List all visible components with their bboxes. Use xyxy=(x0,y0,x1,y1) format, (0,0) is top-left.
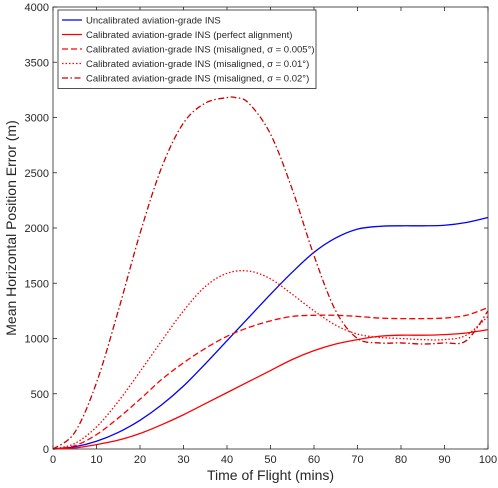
x-tick-label: 30 xyxy=(177,454,189,466)
legend-label-4: Calibrated aviation-grade INS (misaligne… xyxy=(86,59,309,70)
legend-label-1: Uncalibrated aviation-grade INS xyxy=(86,16,221,27)
y-axis-ticks: 0 500 1000 1500 2000 2500 3000 3500 4000 xyxy=(25,2,488,456)
x-tick-label: 50 xyxy=(264,454,276,466)
x-tick-label: 20 xyxy=(134,454,146,466)
y-tick-label: 1500 xyxy=(25,278,49,290)
x-axis-title: Time of Flight (mins) xyxy=(207,467,334,483)
y-tick-label: 4000 xyxy=(25,2,49,14)
y-tick-label: 3000 xyxy=(25,113,49,125)
legend-box xyxy=(57,9,317,89)
series-line-2 xyxy=(52,329,489,450)
series-line-1 xyxy=(52,216,489,450)
legend-label-3: Calibrated aviation-grade INS (misaligne… xyxy=(86,45,315,56)
x-tick-label: 0 xyxy=(50,454,56,466)
legend-label-5: Calibrated aviation-grade INS (misaligne… xyxy=(86,74,309,85)
y-tick-label: 500 xyxy=(31,389,49,401)
y-tick-label: 1000 xyxy=(25,334,49,346)
y-tick-label: 2000 xyxy=(25,223,49,235)
x-tick-label: 60 xyxy=(308,454,320,466)
y-tick-label: 0 xyxy=(43,444,49,456)
legend: Uncalibrated aviation-grade INS Calibrate… xyxy=(57,9,317,89)
x-tick-label: 90 xyxy=(438,454,450,466)
series-line-4 xyxy=(52,270,489,450)
y-axis-title: Mean Horizontal Position Error (m) xyxy=(3,120,19,336)
legend-label-2: Calibrated aviation-grade INS (perfect a… xyxy=(86,30,292,41)
x-tick-label: 100 xyxy=(479,454,497,466)
series-line-5 xyxy=(52,96,489,450)
x-tick-label: 10 xyxy=(90,454,102,466)
series-line-3 xyxy=(52,306,489,450)
y-tick-label: 3500 xyxy=(25,57,49,69)
series-layer xyxy=(52,96,489,450)
x-tick-label: 40 xyxy=(221,454,233,466)
x-tick-label: 70 xyxy=(351,454,363,466)
x-tick-label: 80 xyxy=(395,454,407,466)
x-axis-ticks: 0 10 20 30 40 50 60 70 80 90 100 xyxy=(50,7,497,466)
y-tick-label: 2500 xyxy=(25,168,49,180)
